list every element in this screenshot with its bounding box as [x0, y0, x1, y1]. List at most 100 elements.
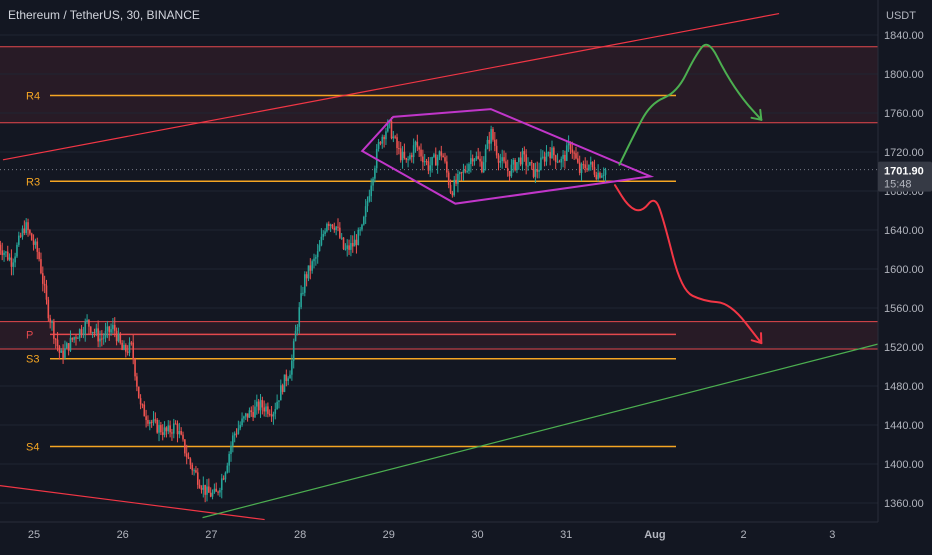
price-tick-label: 1800.00: [884, 69, 924, 81]
candle-body: [536, 169, 538, 171]
candle-body: [483, 162, 485, 172]
candle-body: [527, 166, 529, 167]
candle-body: [166, 427, 168, 431]
candle-body: [49, 318, 51, 322]
candle-body: [278, 400, 280, 401]
candle-body: [529, 162, 531, 165]
candle-body: [452, 193, 454, 196]
candle-body: [1, 250, 3, 255]
candle-body: [557, 162, 559, 163]
candle-body: [108, 326, 110, 332]
candle-body: [99, 339, 101, 342]
candle-body: [372, 179, 374, 186]
candle-body: [481, 161, 483, 172]
price-tick-label: 1640.00: [884, 225, 924, 237]
candle-body: [48, 300, 50, 319]
candle-body: [334, 228, 336, 230]
candle-body: [81, 329, 83, 334]
candle-body: [298, 307, 300, 327]
candle-body: [112, 325, 114, 329]
candle-body: [131, 343, 133, 344]
candle-body: [485, 149, 487, 162]
candle-body: [374, 168, 376, 178]
candle-body: [38, 252, 40, 259]
candle-body: [518, 158, 520, 163]
candle-body: [330, 225, 332, 226]
candle-body: [348, 245, 350, 250]
candle-body: [352, 243, 354, 246]
candle-body: [132, 343, 134, 360]
candle-body: [343, 238, 345, 249]
candle-body: [118, 333, 120, 341]
candle-body: [426, 161, 428, 162]
candle-body: [66, 343, 68, 348]
candle-body: [601, 176, 603, 178]
candle-body: [107, 326, 109, 330]
candle-body: [306, 274, 308, 278]
candle-body: [588, 165, 590, 170]
candle-body: [243, 417, 245, 419]
candle-body: [223, 478, 225, 479]
candle-body: [477, 156, 479, 159]
candle-body: [140, 398, 142, 404]
candle-body: [217, 492, 219, 493]
candle-body: [429, 165, 431, 170]
candle-body: [304, 274, 306, 293]
candle-body: [328, 224, 330, 226]
candle-body: [234, 434, 236, 436]
candle-body: [90, 327, 92, 333]
candle-body: [345, 249, 347, 250]
candle-body: [381, 137, 383, 144]
candle-body: [60, 350, 62, 352]
candle-body: [402, 152, 404, 161]
candle-body: [369, 196, 371, 201]
candle-body: [119, 333, 121, 342]
candle-body: [190, 459, 192, 465]
candle-body: [167, 425, 169, 431]
candle-body: [22, 229, 24, 237]
candle-body: [273, 414, 275, 417]
candle-body: [579, 163, 581, 173]
candle-body: [468, 164, 470, 171]
candle-body: [160, 425, 162, 432]
candle-body: [293, 341, 295, 360]
candle-body: [263, 407, 265, 411]
candle-body: [464, 170, 466, 171]
candle-body: [313, 259, 315, 262]
candle-body: [114, 325, 116, 331]
time-tick-label: 26: [117, 529, 129, 541]
candle-body: [59, 346, 61, 353]
candle-body: [562, 155, 564, 159]
candle-body: [577, 158, 579, 162]
candle-body: [437, 157, 439, 165]
time-tick-label: 31: [560, 529, 572, 541]
candle-body: [599, 173, 601, 178]
price-tick-label: 1600.00: [884, 264, 924, 276]
candle-body: [256, 402, 258, 407]
zone-band: [0, 47, 878, 123]
time-tick-label: Aug: [644, 529, 665, 541]
candle-body: [324, 231, 326, 234]
candle-body: [55, 339, 57, 340]
candle-body: [42, 273, 44, 284]
candle-body: [153, 419, 155, 422]
candle-body: [12, 262, 14, 266]
candle-body: [83, 334, 85, 335]
candle-body: [151, 422, 153, 423]
candle-body: [116, 331, 118, 341]
candle-body: [267, 406, 269, 413]
candle-body: [212, 493, 214, 497]
candle-body: [0, 245, 1, 251]
price-tick-label: 1440.00: [884, 420, 924, 432]
candle-body: [573, 153, 575, 154]
candle-body: [590, 162, 592, 165]
candle-body: [516, 162, 518, 170]
price-tick-label: 1560.00: [884, 303, 924, 315]
candle-body: [35, 242, 37, 245]
candle-body: [391, 121, 393, 139]
candle-body: [175, 424, 177, 425]
candle-body: [274, 409, 276, 414]
candle-body: [520, 158, 522, 165]
